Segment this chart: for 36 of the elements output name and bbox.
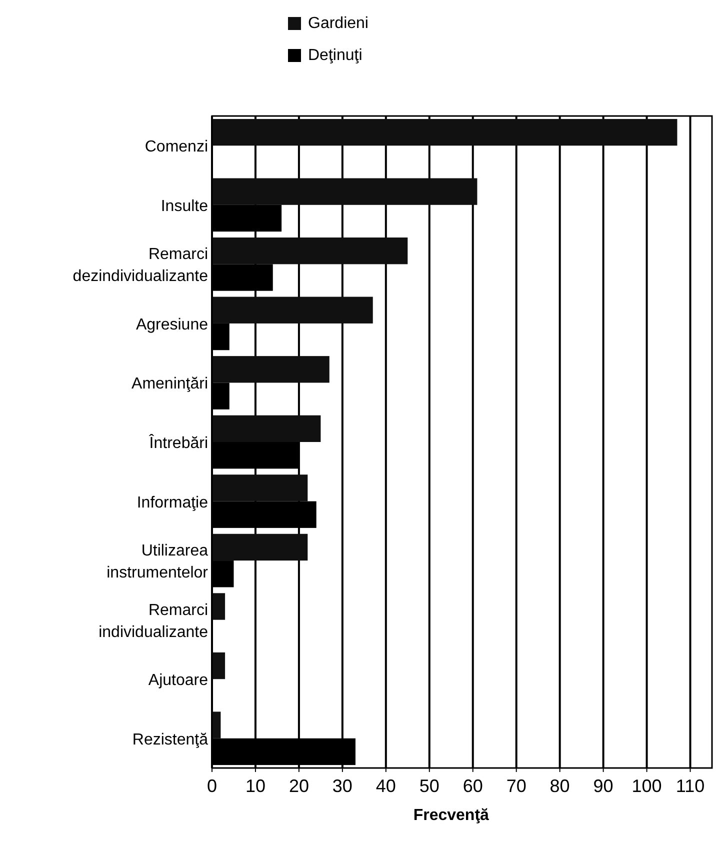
- x-tick-label: 110: [676, 776, 705, 796]
- y-tick-label: Insulte: [160, 198, 208, 215]
- x-tick-label: 60: [462, 776, 483, 796]
- x-tick-label: 10: [245, 776, 266, 796]
- x-tick-label: 40: [376, 776, 396, 796]
- y-tick-label: Remarci individualizante: [98, 602, 208, 641]
- x-tick-label: 20: [288, 776, 309, 796]
- y-tick-label: Remarci dezindividualizante: [72, 246, 208, 286]
- bar: [212, 178, 478, 205]
- bar: [212, 238, 408, 264]
- legend-label: Deţinuţi: [308, 47, 362, 64]
- bar: [212, 593, 226, 620]
- x-tick-label: 90: [593, 776, 614, 796]
- y-tick-label: Comenzi: [144, 138, 208, 156]
- y-tick-label: Întrebări: [148, 434, 208, 452]
- x-tick-label: 100: [632, 776, 662, 796]
- legend-label: Gardieni: [308, 15, 368, 32]
- bar: [212, 296, 373, 324]
- x-tick-label: 80: [550, 776, 570, 796]
- bar: [212, 652, 226, 680]
- y-tick-label: Informaţie: [136, 494, 208, 512]
- x-tick-label: 70: [506, 776, 526, 796]
- bar: [212, 474, 308, 502]
- x-tick-label: 0: [206, 776, 218, 796]
- y-tick-label: Agresiune: [136, 316, 208, 334]
- bar: [212, 534, 308, 561]
- y-tick-label: Rezistenţă: [132, 731, 208, 748]
- y-tick-label: Ajutoare: [148, 672, 208, 690]
- x-tick-label: 30: [332, 776, 352, 796]
- x-tick-label: 50: [419, 776, 440, 796]
- x-axis-title: Frecvenţă: [413, 807, 490, 824]
- bar: [212, 118, 678, 146]
- bar: [212, 415, 321, 442]
- y-tick-label: Utilizarea instrumentelor: [106, 542, 209, 582]
- bar: [212, 356, 330, 383]
- y-tick-label: Ameninţări: [132, 376, 208, 393]
